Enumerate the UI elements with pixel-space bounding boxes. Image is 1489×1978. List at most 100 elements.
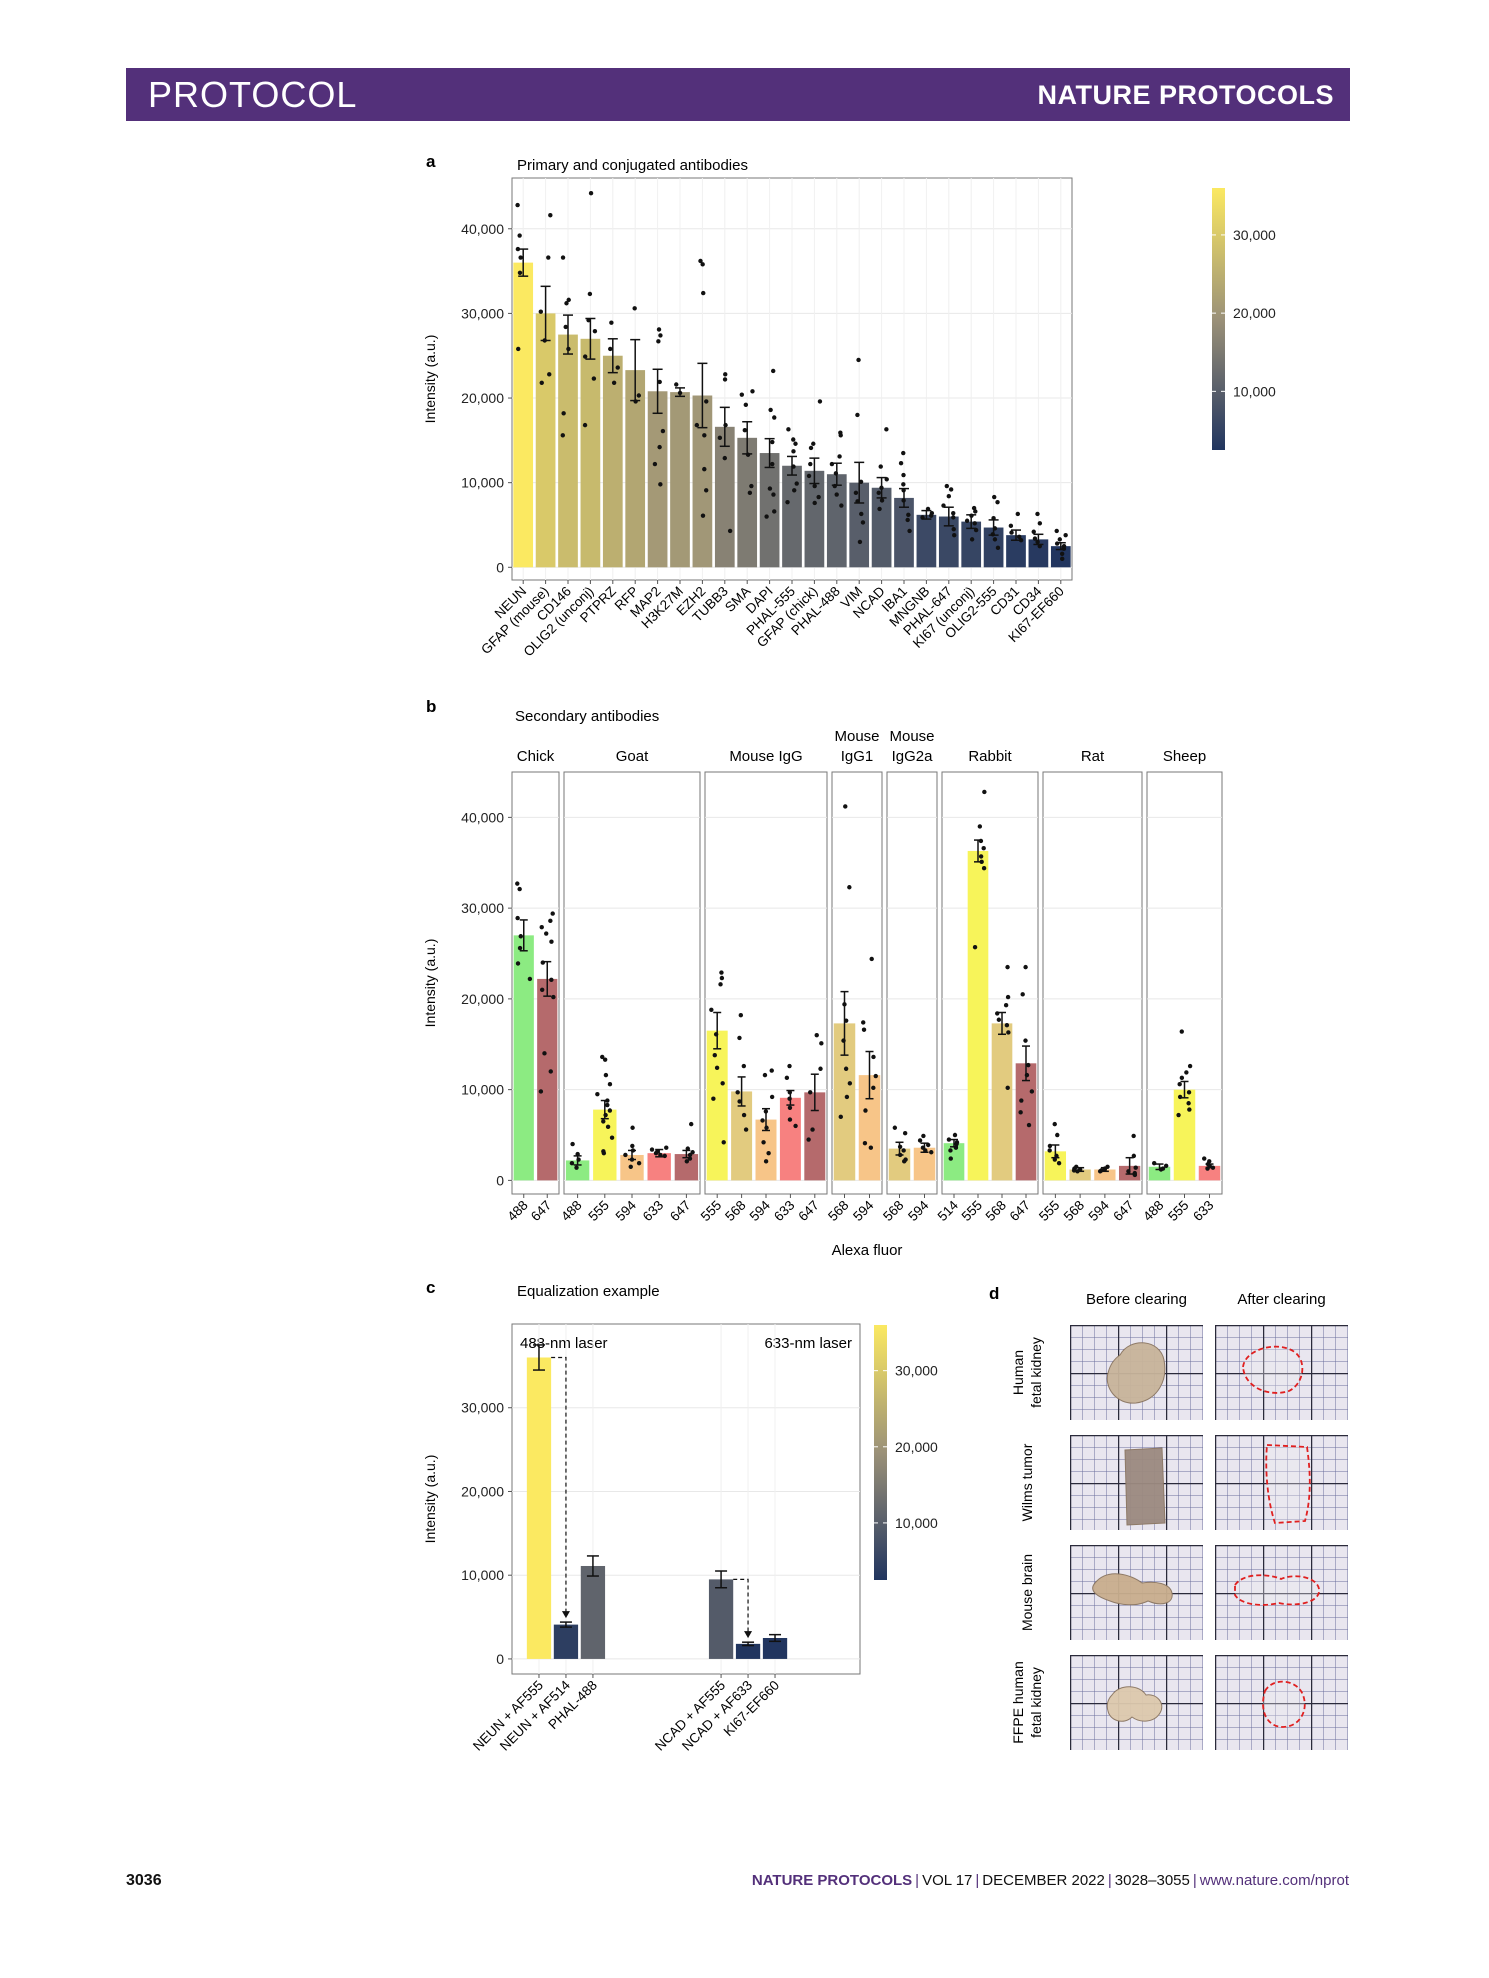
data-point-b xyxy=(539,924,544,930)
bar-b xyxy=(913,1147,936,1181)
data-point-b xyxy=(1132,1172,1138,1178)
graph-paper-bold xyxy=(1215,1545,1348,1640)
bar-a xyxy=(1028,539,1049,568)
bar-a xyxy=(513,262,534,568)
x-tick-label-b: 594 xyxy=(905,1197,932,1224)
data-point-b xyxy=(847,885,852,890)
arrow-head-c xyxy=(561,1611,570,1619)
data-point-b xyxy=(784,1075,790,1081)
data-point-b xyxy=(609,1135,615,1140)
data-point-b xyxy=(603,1072,609,1078)
bar-a xyxy=(916,514,937,568)
data-point-a xyxy=(972,521,977,526)
data-point-a xyxy=(538,309,544,314)
data-point-b xyxy=(574,1165,579,1170)
data-point-a xyxy=(1009,530,1014,535)
cbar-a-colorbar-label: 20,000 xyxy=(1233,305,1276,321)
data-point-b xyxy=(1202,1156,1207,1161)
data-point-b xyxy=(712,1052,717,1058)
panel-label-c: c xyxy=(426,1278,435,1297)
data-point-a xyxy=(1031,529,1036,534)
data-point-a xyxy=(657,444,662,450)
data-point-b xyxy=(761,1140,766,1145)
bar-a xyxy=(983,527,1004,568)
bar-a xyxy=(804,470,825,568)
data-point-a xyxy=(1032,536,1038,541)
data-point-a xyxy=(704,399,709,404)
data-point-b xyxy=(787,1105,793,1110)
data-point-a xyxy=(992,494,997,500)
data-point-a xyxy=(517,233,522,238)
cbar-c-colorbar-label: 30,000 xyxy=(895,1363,938,1379)
data-point-b xyxy=(721,1140,726,1145)
bar-b xyxy=(565,1160,590,1181)
bar-b xyxy=(647,1153,671,1181)
data-point-b xyxy=(628,1164,633,1169)
data-point-b xyxy=(687,1152,693,1158)
data-point-b xyxy=(517,886,522,892)
data-point-b xyxy=(819,1041,824,1046)
tissue-sample xyxy=(1106,1686,1163,1722)
data-point-b xyxy=(649,1147,655,1152)
x-tick-label-b: 647 xyxy=(1007,1198,1034,1225)
data-point-b xyxy=(602,1057,608,1062)
data-point-a xyxy=(878,464,883,469)
row-label-d: Wilms tumor xyxy=(1019,1443,1035,1521)
bar-a xyxy=(1050,546,1071,568)
bar-a xyxy=(737,437,758,568)
facet-label-b: IgG1 xyxy=(841,748,874,765)
data-point-b xyxy=(978,854,984,859)
data-point-b xyxy=(843,804,848,809)
data-point-b xyxy=(873,1073,878,1079)
data-point-a xyxy=(517,270,523,275)
data-point-b xyxy=(550,911,555,916)
data-point-b xyxy=(714,1065,720,1071)
data-point-a xyxy=(592,328,598,334)
y-tick-label-c: 20,000 xyxy=(461,1483,504,1499)
data-point-a xyxy=(588,191,594,196)
cbar-c-colorbar xyxy=(874,1325,887,1580)
bar-b xyxy=(1094,1169,1116,1181)
data-point-a xyxy=(658,333,663,338)
data-point-b xyxy=(1186,1090,1192,1095)
bar-c xyxy=(580,1565,606,1659)
data-point-b xyxy=(806,1137,811,1142)
data-point-b xyxy=(954,1141,959,1147)
equalization-arrow-c xyxy=(733,1578,749,1633)
y-tick-label-a: 0 xyxy=(496,559,504,575)
data-point-b xyxy=(515,915,520,921)
data-point-b xyxy=(551,994,556,1000)
data-point-a xyxy=(743,402,749,408)
bar-b xyxy=(537,978,558,1181)
data-point-b xyxy=(1071,1168,1077,1173)
x-tick-label-b: 647 xyxy=(667,1198,694,1225)
data-point-b xyxy=(653,1150,659,1156)
data-point-b xyxy=(1052,1121,1057,1127)
data-point-b xyxy=(871,1085,876,1091)
data-point-b xyxy=(977,824,983,829)
data-point-b xyxy=(1005,964,1010,970)
data-point-b xyxy=(787,1117,793,1122)
photo-before-clearing xyxy=(1070,1325,1203,1420)
data-point-b xyxy=(605,1102,610,1108)
footer-volume: VOL 17 xyxy=(922,1872,973,1889)
data-point-a xyxy=(702,433,707,438)
data-point-b xyxy=(711,1096,716,1101)
data-point-a xyxy=(794,481,799,486)
row-label-d: fetal kidney xyxy=(1028,1337,1044,1408)
data-point-b xyxy=(948,1156,953,1161)
data-point-a xyxy=(657,379,662,385)
data-point-a xyxy=(770,439,775,445)
data-point-b xyxy=(921,1133,926,1139)
bar-b xyxy=(1173,1089,1196,1181)
row-label-d: FFPE human xyxy=(1010,1661,1026,1743)
data-point-b xyxy=(1163,1163,1169,1169)
data-point-b xyxy=(1179,1029,1184,1034)
data-point-b xyxy=(1047,1143,1053,1149)
data-point-a xyxy=(808,461,813,467)
data-point-a xyxy=(928,513,934,518)
bar-b xyxy=(731,1091,753,1181)
data-point-a xyxy=(560,433,566,438)
data-point-a xyxy=(898,461,904,466)
column-header-d: Before clearing xyxy=(1086,1291,1187,1308)
